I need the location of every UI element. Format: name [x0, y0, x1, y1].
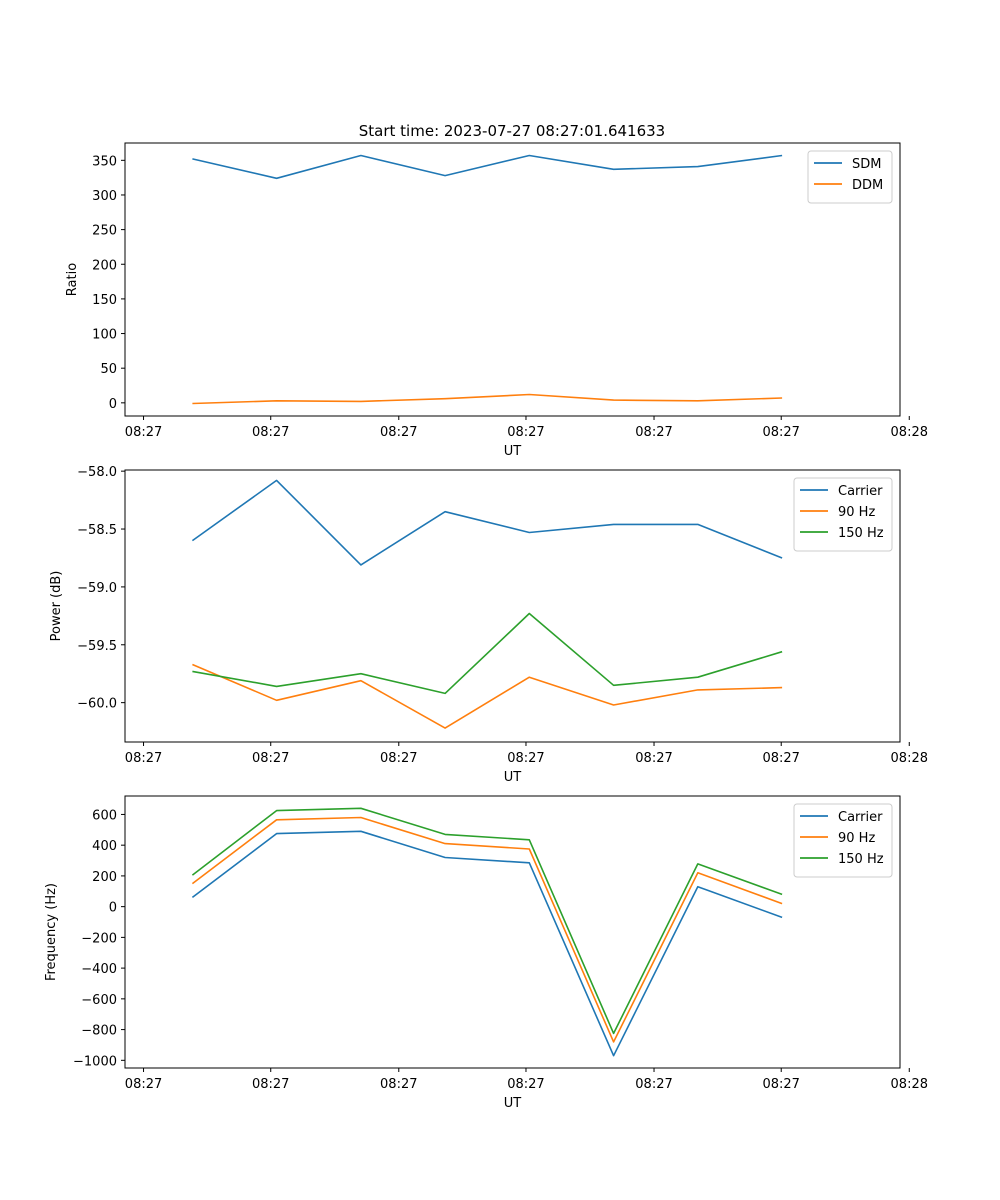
y-tick-label: 0 [109, 901, 117, 916]
x-tick-label: 08:28 [891, 1077, 928, 1092]
series-line-150-hz [192, 612, 783, 695]
series-line-ddm [192, 393, 783, 405]
x-axis-label: UT [504, 770, 522, 785]
legend-label: Carrier [838, 484, 883, 499]
series-line-carrier [191, 830, 783, 1057]
series-line-90-hz [192, 663, 783, 729]
y-tick-label: −59.5 [77, 639, 117, 654]
y-tick-label: 200 [92, 870, 117, 885]
y-tick-label: −200 [81, 931, 117, 946]
ratio-panel: 08:27 08:27 08:27 08:27 08:27 08:27 08:28 0 50 10… [65, 142, 928, 459]
y-tick-label: −600 [81, 993, 117, 1008]
y-tick-label: 300 [92, 189, 117, 204]
x-tick-label: 08:27 [762, 751, 799, 766]
series-line-carrier [191, 479, 783, 566]
legend-box [807, 150, 893, 204]
y-tick-label: −400 [81, 962, 117, 977]
y-tick-label: −58.5 [77, 523, 117, 538]
x-axis-label: UT [504, 444, 522, 459]
y-tick-label: 50 [100, 362, 117, 377]
legend: Carrier 90 Hz 150 Hz [793, 477, 893, 552]
series-line-90-hz [191, 816, 783, 1043]
y-tick-label: 200 [92, 258, 117, 273]
y-tick-label: −800 [81, 1024, 117, 1039]
series-line-sdm [192, 154, 783, 180]
y-tick-label: −60.0 [77, 697, 117, 712]
legend: Carrier 90 Hz 150 Hz [793, 803, 893, 878]
x-tick-label: 08:27 [125, 1077, 162, 1092]
power-panel: 08:27 08:27 08:27 08:27 08:27 08:27 08:28 −60.0… [49, 465, 928, 785]
x-tick-label: 08:27 [125, 425, 162, 440]
legend-label: SDM [852, 157, 881, 172]
frequency-panel: 08:27 08:27 08:27 08:27 08:27 08:27 08:28 −1000… [44, 795, 928, 1111]
x-tick-label: 08:27 [380, 425, 417, 440]
y-tick-label: 250 [92, 224, 117, 239]
y-tick-label: −59.0 [77, 581, 117, 596]
x-tick-label: 08:28 [891, 751, 928, 766]
x-axis-label: UT [504, 1096, 522, 1111]
x-tick-label: 08:27 [635, 425, 672, 440]
axes-frame [124, 469, 901, 743]
x-tick-label: 08:28 [891, 425, 928, 440]
x-tick-label: 08:27 [252, 1077, 289, 1092]
y-tick-label: −1000 [73, 1054, 117, 1069]
x-tick-label: 08:27 [252, 425, 289, 440]
axes-frame [124, 795, 901, 1069]
figure-title: Start time: 2023-07-27 08:27:01.641633 [359, 122, 665, 140]
legend-label: 90 Hz [838, 831, 875, 846]
legend-label: 150 Hz [838, 852, 884, 867]
series-line-150-hz [191, 807, 783, 1035]
y-tick-label: 600 [92, 808, 117, 823]
legend-label: Carrier [838, 810, 883, 825]
x-tick-label: 08:27 [507, 425, 544, 440]
y-tick-label: −58.0 [77, 465, 117, 480]
x-tick-label: 08:27 [762, 425, 799, 440]
x-tick-label: 08:27 [380, 751, 417, 766]
y-tick-label: 400 [92, 839, 117, 854]
x-tick-label: 08:27 [635, 751, 672, 766]
x-tick-label: 08:27 [507, 1077, 544, 1092]
legend-label: 150 Hz [838, 526, 884, 541]
legend-label: 90 Hz [838, 505, 875, 520]
x-tick-label: 08:27 [762, 1077, 799, 1092]
y-tick-label: 100 [92, 328, 117, 343]
y-tick-label: 350 [92, 154, 117, 169]
y-tick-label: 0 [109, 397, 117, 412]
y-axis-label: Power (dB) [49, 571, 64, 642]
x-tick-label: 08:27 [507, 751, 544, 766]
y-axis-label: Frequency (Hz) [44, 883, 59, 981]
y-axis-label: Ratio [65, 263, 80, 296]
x-tick-label: 08:27 [635, 1077, 672, 1092]
legend-label: DDM [852, 178, 883, 193]
y-tick-label: 150 [92, 293, 117, 308]
legend: SDM DDM [807, 150, 893, 204]
x-tick-label: 08:27 [252, 751, 289, 766]
x-tick-label: 08:27 [380, 1077, 417, 1092]
x-tick-label: 08:27 [125, 751, 162, 766]
axes-frame [124, 142, 901, 417]
